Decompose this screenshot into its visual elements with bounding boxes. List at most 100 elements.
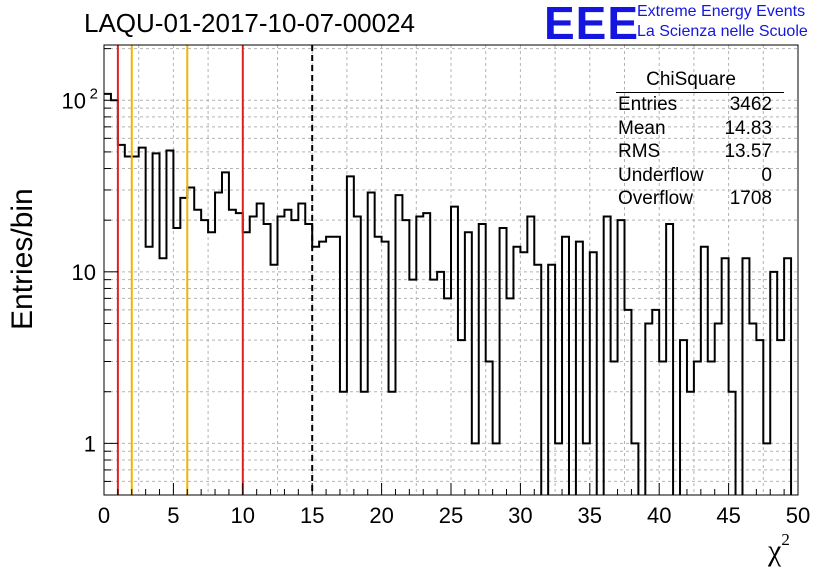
histogram-bin [749, 323, 756, 495]
histogram-bin [354, 217, 361, 495]
histogram-bin [409, 280, 416, 495]
histogram-bin [180, 198, 187, 495]
histogram-bin [416, 217, 423, 495]
stats-key: RMS [618, 141, 661, 162]
stats-box: ChiSquare Entries 3462 Mean 14.83 RMS 13… [610, 68, 784, 211]
histogram-bin [361, 392, 368, 495]
stats-key: Mean [618, 117, 666, 139]
histogram-bin [451, 207, 458, 495]
marker-lines [116, 45, 314, 495]
histogram-bin [444, 298, 451, 495]
histogram-bin [222, 172, 229, 495]
histogram-bin [500, 228, 507, 495]
histogram-bin [319, 242, 326, 495]
stats-title: ChiSquare [646, 69, 736, 90]
histogram-bin [208, 232, 215, 495]
histogram-bin [326, 237, 333, 495]
histogram-bin [465, 232, 472, 495]
y-tick-label: 10 [62, 88, 86, 113]
histogram-bin [132, 157, 139, 495]
histogram-bin [153, 153, 160, 495]
histogram-bin [694, 362, 701, 495]
histogram-bin [160, 258, 167, 495]
histogram-outline [104, 92, 793, 495]
stats-key: Underflow [618, 164, 704, 186]
histogram-bin [215, 192, 222, 495]
histogram-bin [742, 258, 749, 495]
histogram-bin [187, 188, 194, 495]
x-tick-label: 25 [439, 503, 463, 528]
histogram-bin [611, 362, 618, 495]
x-tick-label: 50 [786, 503, 810, 528]
histogram-bin [333, 237, 340, 495]
histogram-bin [555, 443, 562, 495]
histogram-bin [437, 272, 444, 495]
histogram-bin [763, 443, 770, 495]
histogram-bin [146, 247, 153, 495]
x-axis-label: χ2 [768, 530, 790, 568]
eee-logo-mark: EEE [544, 0, 640, 49]
x-tick-label: 30 [508, 503, 532, 528]
x-tick-label: 15 [300, 503, 324, 528]
histogram-bin [264, 224, 271, 495]
histogram-bin [486, 362, 493, 495]
histogram-bin [340, 392, 347, 495]
histogram-bin [430, 280, 437, 495]
histogram-bin [271, 265, 278, 495]
histogram-bin [395, 195, 402, 495]
histogram-bin [402, 220, 409, 495]
histogram-bin [368, 192, 375, 495]
histogram-bin [236, 213, 243, 495]
histogram-bin [687, 392, 694, 495]
histogram-bin [250, 217, 257, 495]
histogram-bin [305, 224, 312, 495]
stats-value: 3462 [729, 94, 772, 115]
x-axis-label-base: χ [768, 534, 782, 567]
histogram-bin [347, 176, 354, 495]
stats-key: Entries [618, 94, 678, 115]
histogram-bin [770, 272, 777, 495]
x-tick-label: 35 [578, 503, 602, 528]
stats-row-entries: Entries 3462 [610, 93, 772, 117]
histogram-bin [375, 237, 382, 495]
histogram-bin [423, 213, 430, 495]
histogram-bin [625, 310, 632, 495]
stats-row-rms: RMS 13.57 [610, 140, 772, 164]
histogram-bin [298, 204, 305, 495]
histogram-bin [708, 362, 715, 495]
histogram-bin [229, 210, 236, 495]
histogram-bin [618, 220, 625, 495]
stats-row-overflow: Overflow 1708 [610, 187, 772, 211]
histogram-bin [194, 210, 201, 495]
histogram-bin [257, 204, 264, 495]
histogram-bin [527, 217, 534, 495]
histogram-bin [590, 252, 597, 495]
histogram-bin [243, 232, 250, 495]
run-title: LAQU-01-2017-10-07-00024 [84, 8, 415, 38]
stats-value: 13.57 [724, 141, 772, 162]
x-tick-label: 20 [369, 503, 393, 528]
histogram-bin [562, 237, 569, 495]
histogram-bin [284, 210, 291, 495]
x-axis-label-exponent: 2 [781, 530, 790, 549]
histogram-bin [507, 298, 514, 495]
histogram-bin [139, 148, 146, 495]
eee-logo: EEE Extreme Energy Events La Scienza nel… [544, 0, 834, 49]
logo-line-1: Extreme Energy Events [637, 3, 806, 20]
stats-divider [616, 92, 784, 93]
histogram-bin [576, 242, 583, 495]
histogram-bin [534, 265, 541, 495]
histogram-bin [111, 100, 118, 495]
stats-value: 1708 [729, 188, 772, 209]
histogram-bin [104, 94, 111, 495]
x-tick-label: 45 [716, 503, 740, 528]
histogram-bin [666, 224, 673, 495]
x-tick-label: 10 [231, 503, 255, 528]
histogram-bin [777, 340, 784, 495]
histogram-bin [173, 228, 180, 495]
histogram-bin [479, 224, 486, 495]
y-tick-label: 1 [84, 431, 96, 456]
histogram-bin [722, 258, 729, 495]
histogram-bin [784, 258, 791, 495]
